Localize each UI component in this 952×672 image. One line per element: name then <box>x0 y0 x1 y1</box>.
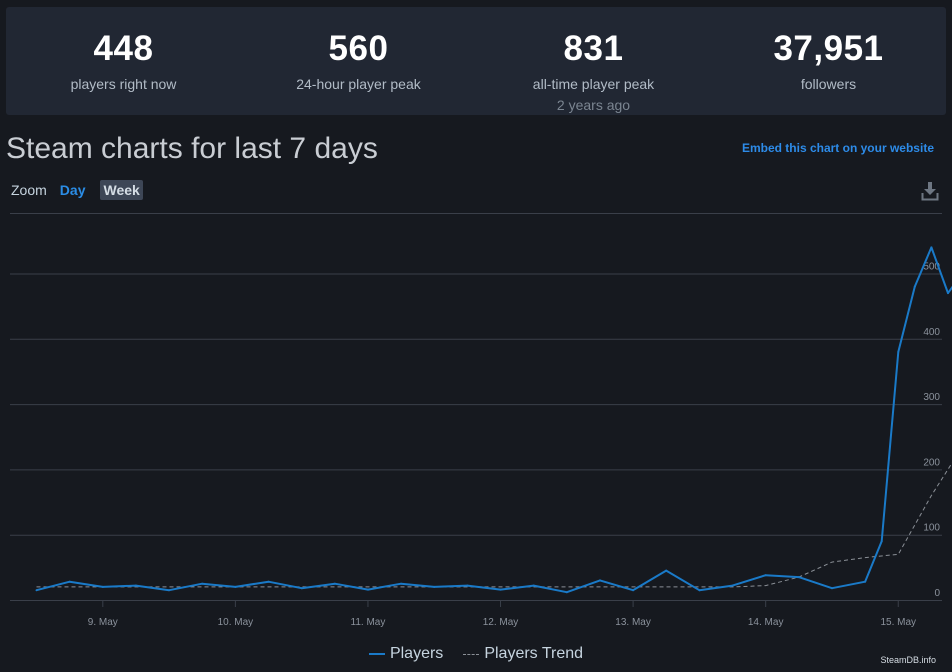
stat-players-now: 448 players right now <box>6 7 241 115</box>
players-point <box>880 540 883 543</box>
players-point <box>831 587 833 590</box>
players-point <box>300 587 303 590</box>
x-tick-label: 12. May <box>483 617 519 628</box>
players-point <box>134 584 137 587</box>
stat-label: followers <box>800 76 857 92</box>
legend-label: Players <box>389 645 444 662</box>
players-point <box>333 582 336 585</box>
zoom-week-button[interactable]: Week <box>100 180 143 200</box>
players-point <box>897 350 900 353</box>
legend-swatch-players <box>368 653 385 655</box>
stat-label: players right now <box>70 76 177 92</box>
x-tick-label: 9. May <box>88 617 118 628</box>
players-point <box>565 591 568 594</box>
players-point <box>466 584 469 587</box>
x-tick-label: 15. May <box>880 617 916 628</box>
players-point <box>267 580 270 583</box>
y-tick-label: 500 <box>923 262 940 273</box>
players-trend-line <box>36 462 952 588</box>
stat-label: all-time player peak <box>532 76 655 92</box>
x-tick-label: 11. May <box>351 617 386 628</box>
grid-lines <box>10 213 942 601</box>
players-point <box>599 579 601 582</box>
x-tick-label: 13. May <box>615 617 651 628</box>
chart-series <box>35 246 952 594</box>
players-point <box>499 588 502 591</box>
y-tick-label: 300 <box>923 392 940 403</box>
players-point <box>234 585 237 588</box>
stat-value: 448 <box>93 29 154 68</box>
chart-heading: Steam charts for last 7 days <box>6 132 378 165</box>
stat-24h-peak: 560 24-hour player peak <box>241 7 476 115</box>
stat-sub: 2 years ago <box>556 97 631 113</box>
legend-item-players-trend[interactable]: Players Trend <box>463 645 583 663</box>
player-chart: 0 100 200 300 400 500 9. May 10. May 11. May 12.… <box>10 213 952 628</box>
players-point <box>913 285 916 288</box>
zoom-label: Zoom <box>11 182 47 198</box>
stat-value: 37,951 <box>773 29 884 68</box>
y-tick-label: 200 <box>923 457 940 468</box>
legend-item-players[interactable]: Players <box>368 645 444 663</box>
y-tick-label: 100 <box>923 523 940 534</box>
players-point <box>168 589 171 592</box>
players-point <box>731 584 734 587</box>
y-tick-label: 0 <box>934 588 940 599</box>
players-point <box>764 574 767 577</box>
players-point <box>864 580 867 583</box>
zoom-day-button[interactable]: Day <box>59 182 86 198</box>
players-point <box>433 585 436 588</box>
players-point <box>532 584 535 587</box>
players-point <box>632 589 635 592</box>
stat-all-time-peak: 831 all-time player peak 2 years ago <box>476 7 711 115</box>
stat-value: 560 <box>328 29 389 68</box>
stat-followers: 37,951 followers <box>711 7 946 115</box>
chart-legend: Players Players Trend <box>0 645 952 663</box>
players-point <box>35 589 38 592</box>
zoom-controls: Zoom Day Week <box>11 179 143 201</box>
legend-swatch-trend <box>463 653 480 655</box>
players-point <box>698 589 701 592</box>
steamdb-credit: SteamDB.info <box>880 655 936 665</box>
x-tick-label: 10. May <box>218 617 254 628</box>
stat-label: 24-hour player peak <box>296 76 421 92</box>
players-point <box>101 585 104 588</box>
players-point <box>68 580 71 583</box>
players-point <box>947 292 949 295</box>
players-point <box>797 576 800 579</box>
players-point <box>367 588 369 591</box>
stat-value: 831 <box>563 29 624 68</box>
players-point <box>665 569 668 572</box>
players-point <box>930 246 933 249</box>
x-axis-ticks: 9. May 10. May 11. May 12. May 13. May 14. Ma… <box>88 601 916 628</box>
players-point <box>201 582 204 585</box>
x-tick-label: 14. May <box>748 617 784 628</box>
legend-label: Players Trend <box>484 645 584 662</box>
y-tick-label: 400 <box>923 327 940 338</box>
stats-bar: 448 players right now 560 24-hour player… <box>6 7 946 115</box>
y-axis-ticks: 0 100 200 300 400 500 <box>923 262 940 600</box>
players-point <box>400 582 403 585</box>
embed-chart-link[interactable]: Embed this chart on your website <box>741 141 934 155</box>
players-line <box>36 246 952 594</box>
download-icon[interactable] <box>921 181 939 201</box>
